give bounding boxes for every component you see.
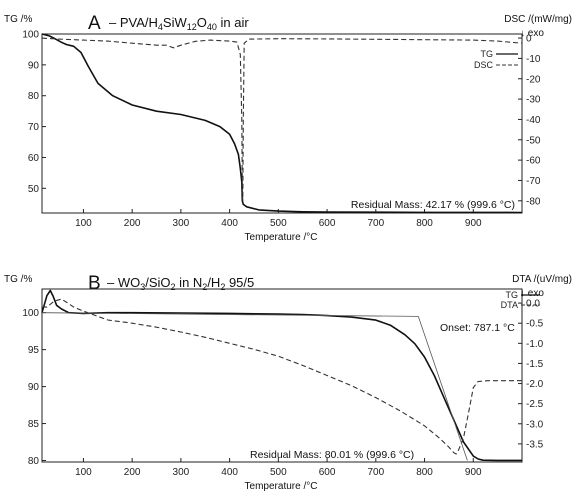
panel-b-xtick-label: 400: [221, 467, 238, 478]
panel-b-xtick-label: 800: [416, 467, 433, 478]
panel-a-series-tg: [41, 33, 523, 214]
panel-a-y2tick-label: -60: [526, 156, 541, 167]
panel-a-title-suffix: in air: [217, 15, 249, 30]
panel-a-ytick-label: 90: [28, 60, 40, 71]
panel-b-residual-annotation: Residual Mass: 80.01 % (999.6 °C): [250, 449, 414, 461]
panel-b-ytick-label: 95: [28, 345, 40, 356]
panel-a-y2tick-label: -80: [526, 196, 541, 207]
panel-b-title-mid3: /H: [207, 275, 220, 290]
panel-b-ytick-label: 100: [22, 308, 39, 319]
panel-a-xtick-label: 300: [173, 218, 190, 229]
panel-b-title-mid: /SiO: [145, 275, 170, 290]
panel-a-title-prefix: – PVA/H: [109, 15, 158, 30]
panel-a-y2tick-label: -40: [526, 115, 541, 126]
panel-b-series-tg: [41, 289, 522, 462]
panel-a-xtick-label: 700: [367, 218, 384, 229]
panel-b-ytick-label: 90: [28, 382, 40, 393]
panel-a-title: – PVA/H4SiW12O40 in air: [109, 15, 249, 32]
panel-b-xtick-label: 100: [75, 467, 92, 478]
panel-b-title-sub2: 2: [171, 282, 176, 292]
panel-b-title-prefix: – WO: [107, 275, 140, 290]
panel-b-plot-frame: [41, 288, 523, 463]
panel-b-y2label: DTA /(uV/mg): [512, 274, 572, 285]
panel-a-xtick-label: 100: [75, 218, 92, 229]
panel-a-legend-tg: TG: [481, 49, 494, 59]
panel-b-y2tick-label: -3.0: [526, 419, 544, 430]
panel-b-exo-label: ↓ exo: [520, 288, 544, 299]
panel-a-y2tick-label: -10: [526, 54, 541, 65]
panel-b-xtick-label: 300: [173, 467, 190, 478]
panel-a-xtick-label: 400: [221, 218, 238, 229]
panel-a-xtick-label: 200: [124, 218, 141, 229]
panel-b-xtick-label: 200: [124, 467, 141, 478]
panel-a-xtick-label: 600: [319, 218, 336, 229]
panel-b-xtick-label: 500: [270, 467, 287, 478]
panel-a-ytick-label: 50: [28, 184, 40, 195]
panel-a-y2tick-label: 0: [526, 34, 532, 45]
panel-a-ytick-label: 100: [22, 30, 39, 41]
panel-b-xtick-label: 900: [465, 467, 482, 478]
panel-a-legend-dsc: DSC: [474, 60, 494, 70]
panel-b-title-suffix: 95/5: [225, 275, 254, 290]
panel-b-y2tick-label: -3.5: [526, 439, 544, 450]
panel-a-title-mid2: O: [197, 15, 207, 30]
panel-b-ytick-label: 85: [28, 419, 40, 430]
panel-a-y2tick-label: -50: [526, 135, 541, 146]
panel-a-residual-annotation: Residual Mass: 42.17 % (999.6 °C): [351, 199, 515, 211]
panel-b-xlabel: Temperature /°C: [245, 481, 318, 492]
panel-b-y2tick-label: -1.5: [526, 359, 544, 370]
panel-a-series-dsc: [41, 37, 523, 202]
panel-a-y2label: DSC /(mW/mg): [504, 14, 572, 25]
panel-a-ytick-label: 70: [28, 122, 40, 133]
panel-b-xtick-label: 700: [367, 467, 384, 478]
panel-a-y2tick-label: -20: [526, 74, 541, 85]
panel-a-ytick-label: 60: [28, 153, 40, 164]
panel-b-title-sub3: 2: [202, 282, 207, 292]
panel-b-title-sub1: 3: [140, 282, 145, 292]
panel-a-exo-label: ↓ exo: [520, 28, 544, 39]
panel-a-ytick-label: 80: [28, 91, 40, 102]
panel-b-legend-dta: DTA: [501, 300, 518, 310]
panel-b-title: – WO3/SiO2 in N2/H2 95/5: [107, 275, 254, 292]
panel-b-y2tick-label: 0.0: [526, 299, 540, 310]
panel-a-xtick-label: 900: [465, 218, 482, 229]
panel-b-series-onset-tangent-flat: [41, 312, 419, 317]
panel-b-y2tick-label: -0.5: [526, 319, 544, 330]
panel-b-ylabel: TG /%: [4, 274, 32, 285]
panel-b-y2tick-label: -2.5: [526, 399, 544, 410]
panel-b-title-sub4: 2: [220, 282, 225, 292]
panel-b-ytick-label: 80: [28, 456, 40, 467]
panel-b-y2tick-label: -2.0: [526, 379, 544, 390]
panel-a-xtick-label: 500: [270, 218, 287, 229]
panel-b-onset-annotation: Onset: 787.1 °C: [440, 322, 515, 334]
panel-b-xtick-label: 600: [319, 467, 336, 478]
panel-a-heading: A – PVA/H4SiW12O40 in air: [88, 13, 249, 34]
panel-a-title-mid: SiW: [163, 15, 188, 30]
panel-a-title-sub1: 4: [158, 22, 163, 32]
panel-b-series-dta: [42, 298, 522, 455]
panel-a-title-sub3: 40: [207, 22, 217, 32]
panel-b-letter: B: [88, 273, 101, 294]
panel-a-xtick-label: 800: [416, 218, 433, 229]
panel-a-ylabel: TG /%: [4, 14, 32, 25]
panel-b-legend-tg: TG: [506, 290, 519, 300]
panel-b-heading: B – WO3/SiO2 in N2/H2 95/5: [88, 273, 254, 294]
panel-a-plot-frame: [41, 33, 523, 214]
panel-b-series-onset-tangent-steep: [417, 316, 468, 461]
panel-a-letter: A: [88, 13, 101, 34]
panel-a-y2tick-label: -30: [526, 95, 541, 106]
panel-b-title-mid2: in N: [176, 275, 203, 290]
panel-a-y2tick-label: -70: [526, 176, 541, 187]
panel-a-xlabel: Temperature /°C: [245, 232, 318, 243]
panel-a-title-sub2: 12: [187, 22, 197, 32]
panel-b-y2tick-label: -1.0: [526, 339, 544, 350]
